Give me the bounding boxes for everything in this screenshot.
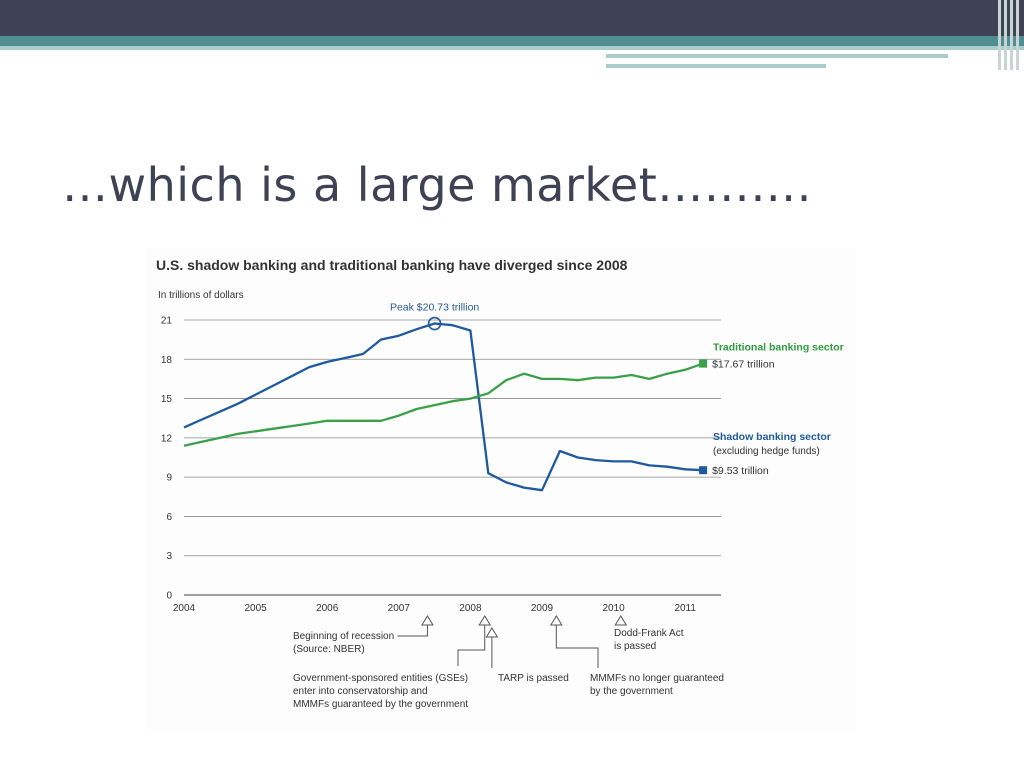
slide-accent-band-light [0,46,1024,50]
x-tick-label: 2004 [173,603,196,614]
slide-decor-stripes [994,0,1024,70]
legend-sublabel-shadow: (excluding hedge funds) [713,446,820,457]
annotation-recession: Beginning of recession [293,631,394,642]
annotation-gse-conservatorship: Government-sponsored entities (GSEs) [293,673,468,684]
series-line-traditional-banking [183,362,704,447]
annotation-dodd-frank: Dodd-Frank Act [614,628,684,639]
annotation-gse-conservatorship: MMMFs guaranteed by the government [293,699,468,710]
series-line-shadow-banking [183,322,704,492]
y-tick-label: 3 [166,551,172,562]
annotation-mmmf-guarantee-ended: MMMFs no longer guaranteed [590,673,724,684]
legend-label-traditional: Traditional banking sector [713,342,844,354]
end-value-traditional: $17.67 trillion [712,359,775,371]
x-tick-label: 2011 [674,603,696,614]
x-tick-label: 2005 [244,603,267,614]
unit-label: In trillions of dollars [158,290,244,301]
slide-title: …which is a large market………. [62,158,812,212]
annotation-leader [555,625,599,668]
x-tick-label: 2010 [602,603,625,614]
annotation-recession: (Source: NBER) [293,644,365,655]
x-tick-label: 2007 [388,603,411,614]
event-marker-triangle [421,615,434,626]
event-marker-triangle [614,615,628,626]
x-tick-label: 2009 [531,603,554,614]
y-tick-label: 18 [161,355,173,366]
chart-title: U.S. shadow banking and traditional bank… [156,257,628,273]
series-end-marker [699,359,708,368]
slide-accent-band [0,36,1024,46]
annotation-tarp: TARP is passed [498,673,569,684]
series-end-marker [699,466,708,475]
annotation-leader [457,625,486,666]
legend-label-shadow: Shadow banking sector [713,431,831,443]
slide-top-bar [0,0,1024,36]
slide-accent-line-short [606,64,826,68]
annotation-leader [397,625,428,637]
annotation-mmmf-guarantee-ended: by the government [590,686,673,697]
peak-marker [427,316,442,331]
peak-label: Peak $20.73 trillion [390,302,479,314]
event-marker-triangle [549,615,563,626]
x-tick-label: 2008 [459,603,482,614]
chart-panel: U.S. shadow banking and traditional bank… [146,248,856,732]
y-tick-label: 12 [161,433,173,444]
y-tick-label: 9 [166,473,172,484]
y-tick-label: 6 [166,512,172,523]
event-marker-triangle [478,615,492,626]
slide-accent-line [606,54,948,58]
annotation-gse-conservatorship: enter into conservatorship and [293,686,428,697]
event-marker-triangle [485,627,499,638]
y-tick-label: 21 [161,316,173,327]
x-tick-label: 2006 [316,603,339,614]
end-value-shadow: $9.53 trillion [712,465,769,477]
line-chart: U.S. shadow banking and traditional bank… [156,257,844,710]
y-tick-label: 15 [161,394,173,405]
y-tick-label: 0 [166,591,172,602]
annotation-dodd-frank: is passed [614,641,656,652]
